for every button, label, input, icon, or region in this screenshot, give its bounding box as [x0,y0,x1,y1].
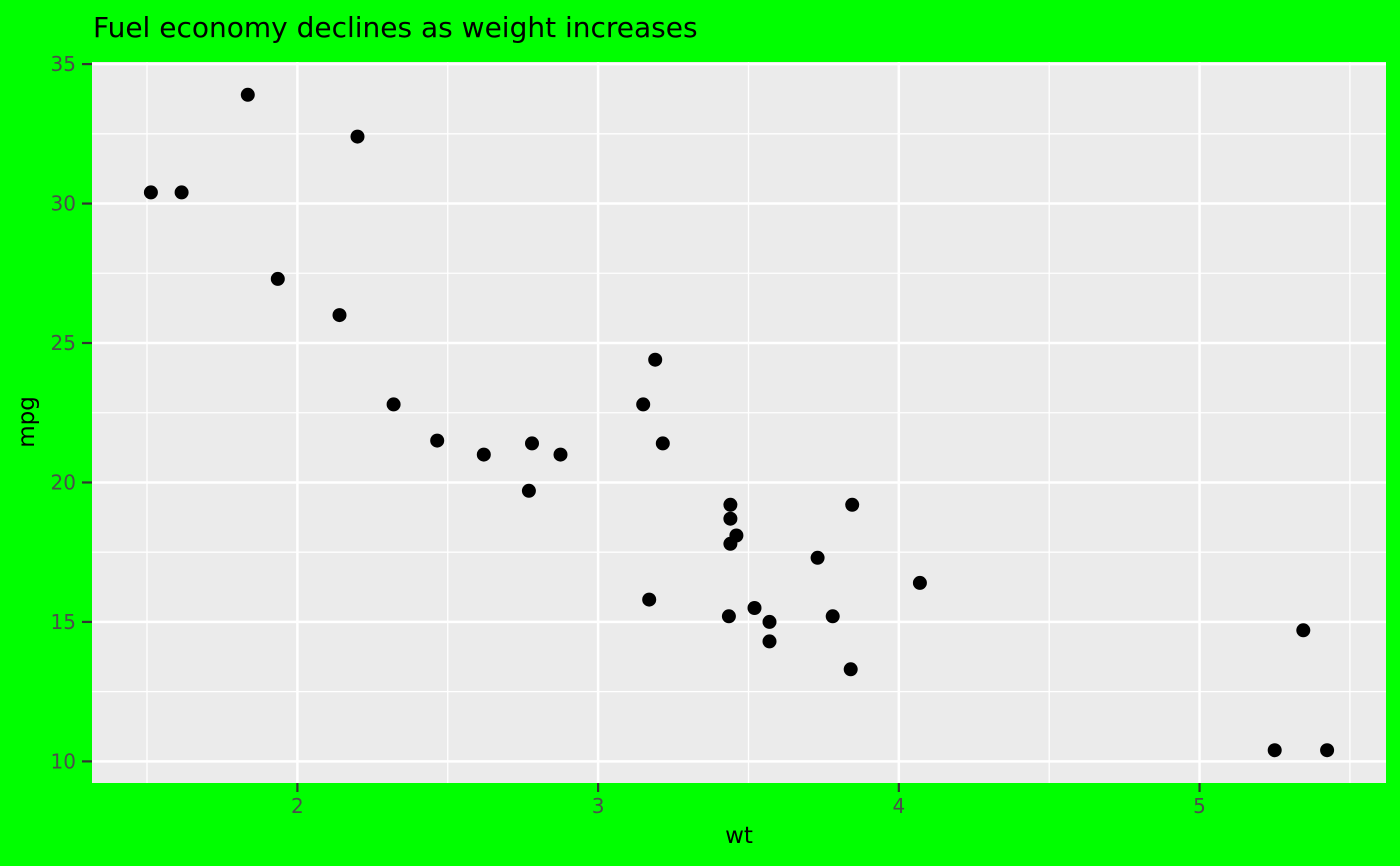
data-point [476,447,491,462]
data-point [1267,743,1282,758]
data-point [723,497,738,512]
chart-title: Fuel economy declines as weight increase… [93,11,698,44]
x-tick-label: 2 [291,794,304,818]
data-point [143,185,158,200]
data-point [332,308,347,323]
data-point [762,614,777,629]
y-tick-label: 35 [51,52,76,76]
data-point [843,662,858,677]
data-point [240,87,255,102]
data-point [174,185,189,200]
x-tick-label: 5 [1193,794,1206,818]
data-point [1320,743,1335,758]
y-tick-label: 10 [51,749,76,773]
y-axis-title: mpg [14,396,40,448]
plot-panel [92,62,1386,783]
data-point [525,436,539,451]
data-point [825,609,840,624]
x-tick-label: 3 [592,794,605,818]
data-point [430,433,445,448]
data-point [912,575,927,590]
data-point [721,609,736,624]
data-point [1296,623,1311,638]
y-tick-label: 15 [51,610,76,634]
data-point [723,536,738,551]
y-tick-label: 25 [51,331,76,355]
data-point [636,397,651,412]
data-point [810,550,825,565]
data-point [270,271,285,286]
y-tick-label: 30 [51,192,76,216]
data-point [350,129,365,144]
y-tick-label: 20 [51,470,76,494]
x-axis-title: wt [725,823,753,849]
data-point [553,447,568,462]
x-tick-label: 4 [892,794,905,818]
data-point [723,511,738,526]
data-point [762,634,777,649]
data-point [655,436,670,451]
data-point [521,483,536,498]
data-point [845,497,860,512]
data-point [642,592,657,607]
data-point [747,601,762,615]
data-point [648,352,663,367]
data-point [386,397,401,412]
